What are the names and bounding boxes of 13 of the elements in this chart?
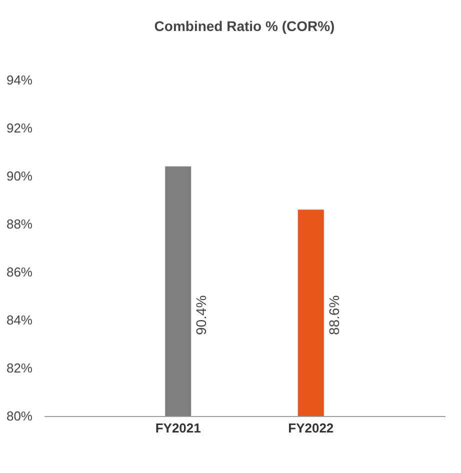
y-tick-label: 86%: [6, 264, 33, 280]
y-tick-label: 88%: [6, 216, 33, 232]
y-tick-label: 90%: [6, 168, 33, 184]
y-tick-label: 82%: [6, 360, 33, 376]
y-tick-label: 92%: [6, 120, 33, 136]
y-tick-label: 80%: [6, 408, 33, 424]
x-tick-label: FY2022: [288, 420, 334, 436]
data-label: 88.6%: [326, 295, 342, 336]
y-tick-label: 94%: [6, 72, 33, 88]
data-label: 90.4%: [193, 295, 210, 336]
y-tick-label: 84%: [6, 312, 33, 328]
x-tick-label: FY2021: [155, 420, 201, 436]
chart-title: Combined Ratio % (COR%): [154, 18, 335, 34]
